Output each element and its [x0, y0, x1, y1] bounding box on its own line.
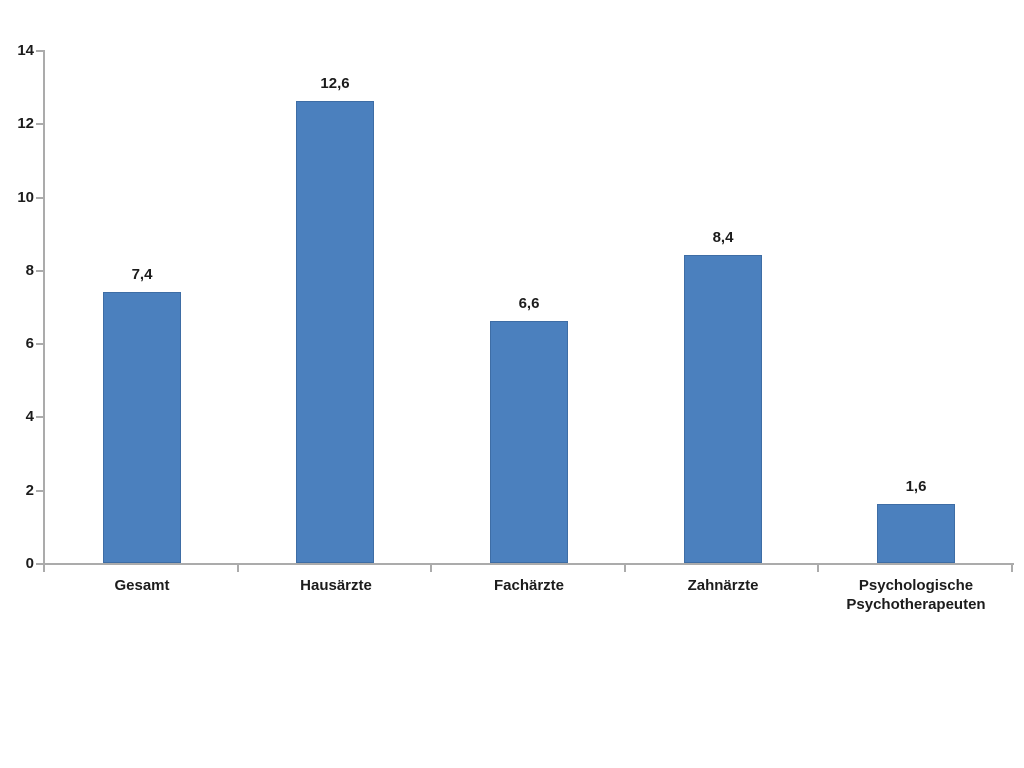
bar-0: [103, 292, 181, 563]
y-tick-mark: [36, 50, 43, 52]
x-tick-mark: [817, 565, 820, 572]
y-axis-tick-label: 0: [25, 555, 34, 572]
y-axis-tick-label: 12: [17, 115, 34, 133]
bar-value-label: 8,4: [712, 229, 734, 246]
x-axis-category-label: Psychologische Psychotherapeuten: [846, 577, 986, 613]
bar-value-label: 1,6: [905, 478, 927, 495]
y-axis-tick-label: 10: [17, 188, 34, 206]
x-axis-line: [43, 563, 1014, 565]
bar-value-label: 12,6: [320, 75, 350, 92]
bar-3: [684, 255, 762, 563]
bar-2: [490, 321, 568, 563]
y-tick-mark: [36, 563, 43, 565]
x-tick-mark: [623, 565, 626, 572]
y-axis-tick-label: 2: [25, 481, 34, 499]
x-axis-category-label: Fachärzte: [493, 577, 565, 594]
x-tick-mark: [1011, 565, 1013, 572]
y-tick-mark: [36, 123, 43, 126]
bar-value-label: 6,6: [518, 295, 540, 312]
bar-value-label: 7,4: [131, 266, 153, 283]
y-tick-mark: [36, 269, 43, 272]
x-axis-category-label: Zahnärzte: [687, 577, 759, 594]
bar-4: [877, 504, 955, 563]
x-axis-category-label: Gesamt: [114, 577, 170, 594]
y-tick-mark: [36, 489, 43, 492]
y-axis-tick-label: 14: [17, 42, 34, 59]
x-axis-category-label: Hausärzte: [300, 577, 372, 594]
x-tick-mark: [236, 565, 239, 572]
y-axis-tick-label: 6: [25, 335, 34, 353]
x-tick-mark: [430, 565, 433, 572]
y-axis-tick-label: 4: [25, 408, 34, 426]
bar-1: [296, 101, 374, 563]
y-axis-tick-label: 8: [25, 261, 34, 279]
y-tick-mark: [36, 196, 43, 199]
y-tick-mark: [36, 343, 43, 346]
x-tick-mark: [43, 565, 45, 572]
y-axis-line: [43, 50, 45, 565]
y-tick-mark: [36, 416, 43, 419]
